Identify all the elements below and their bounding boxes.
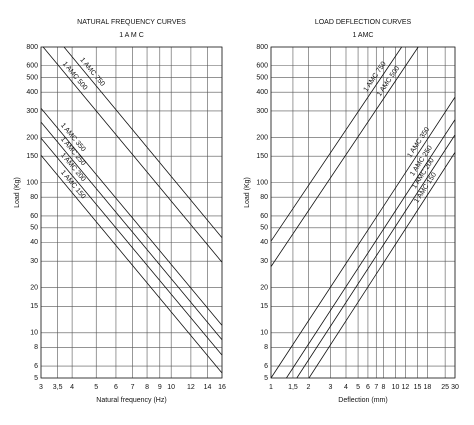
- x-tick-label: 3: [39, 384, 43, 391]
- x-tick-label: 15: [414, 384, 422, 391]
- x-tick-label: 30: [451, 384, 459, 391]
- y-tick-label: 500: [256, 74, 268, 81]
- y-tick-label: 200: [26, 134, 38, 141]
- y-tick-label: 20: [260, 284, 268, 291]
- curve: [40, 155, 223, 374]
- curve: [270, 46, 419, 267]
- y-tick-label: 300: [256, 108, 268, 115]
- y-tick-label: 60: [260, 213, 268, 220]
- y-tick-label: 10: [30, 330, 38, 337]
- chart-title: LOAD DEFLECTION CURVES: [315, 19, 412, 26]
- y-tick-label: 600: [256, 63, 268, 70]
- y-tick-label: 20: [30, 284, 38, 291]
- x-tick-label: 1: [269, 384, 273, 391]
- y-tick-label: 30: [30, 258, 38, 265]
- x-tick-label: 7: [374, 384, 378, 391]
- x-tick-label: 12: [187, 384, 195, 391]
- x-tick-label: 9: [158, 384, 162, 391]
- curve: [270, 96, 456, 379]
- y-tick-label: 80: [260, 194, 268, 201]
- y-tick-label: 5: [34, 375, 38, 382]
- x-tick-label: 3,5: [53, 384, 63, 391]
- x-tick-label: 10: [167, 384, 175, 391]
- curve: [63, 46, 223, 238]
- y-tick-label: 6: [34, 363, 38, 370]
- curve: [296, 134, 456, 379]
- plot-frame: [40, 46, 223, 379]
- y-tick-label: 60: [30, 213, 38, 220]
- chart-panel: NATURAL FREQUENCY CURVES 1 A M C 5 6 8 10 15 20…: [14, 19, 226, 404]
- y-tick-label: 40: [260, 239, 268, 246]
- x-tick-label: 8: [382, 384, 386, 391]
- x-tick-label: 4: [344, 384, 348, 391]
- x-tick-label: 3: [328, 384, 332, 391]
- chart-subtitle: 1 AMC: [352, 32, 373, 39]
- y-axis-title: Load (Kg): [14, 177, 21, 208]
- x-tick-label: 6: [366, 384, 370, 391]
- x-axis-title: Natural frequency (Hz): [96, 397, 166, 404]
- x-tick-label: 18: [423, 384, 431, 391]
- y-tick-label: 500: [26, 74, 38, 81]
- y-tick-label: 15: [260, 303, 268, 310]
- y-tick-label: 6: [264, 363, 268, 370]
- y-tick-label: 8: [34, 344, 38, 351]
- y-tick-label: 10: [260, 330, 268, 337]
- curve: [40, 107, 223, 326]
- curve: [286, 119, 456, 379]
- x-tick-label: 5: [94, 384, 98, 391]
- y-axis-title: Load (Kg): [244, 177, 251, 208]
- x-tick-label: 12: [402, 384, 410, 391]
- curve: [308, 152, 456, 379]
- y-tick-label: 800: [256, 44, 268, 51]
- y-tick-label: 100: [256, 179, 268, 186]
- y-tick-label: 150: [26, 153, 38, 160]
- x-tick-label: 7: [131, 384, 135, 391]
- y-tick-label: 80: [30, 194, 38, 201]
- x-tick-label: 5: [356, 384, 360, 391]
- y-tick-label: 8: [264, 344, 268, 351]
- curve: [42, 46, 223, 263]
- x-tick-label: 2: [307, 384, 311, 391]
- x-tick-label: 14: [204, 384, 212, 391]
- y-tick-label: 400: [256, 89, 268, 96]
- chart-title: NATURAL FREQUENCY CURVES: [77, 19, 186, 26]
- curve: [270, 46, 403, 242]
- x-tick-label: 25: [441, 384, 449, 391]
- y-tick-label: 50: [30, 225, 38, 232]
- x-tick-label: 1,5: [288, 384, 298, 391]
- chart-subtitle: 1 A M C: [119, 32, 144, 39]
- y-tick-label: 100: [26, 179, 38, 186]
- x-tick-label: 4: [70, 384, 74, 391]
- x-tick-label: 16: [218, 384, 226, 391]
- y-tick-label: 50: [260, 225, 268, 232]
- y-tick-label: 150: [256, 153, 268, 160]
- y-tick-label: 600: [26, 63, 38, 70]
- y-tick-label: 800: [26, 44, 38, 51]
- x-tick-label: 6: [114, 384, 118, 391]
- y-tick-label: 40: [30, 239, 38, 246]
- curve: [40, 137, 223, 356]
- y-tick-label: 200: [256, 134, 268, 141]
- x-axis-title: Deflection (mm): [338, 397, 387, 404]
- x-tick-label: 8: [145, 384, 149, 391]
- y-tick-label: 15: [30, 303, 38, 310]
- curve: [40, 121, 223, 340]
- x-tick-label: 10: [392, 384, 400, 391]
- y-tick-label: 400: [26, 89, 38, 96]
- y-tick-label: 300: [26, 108, 38, 115]
- y-tick-label: 30: [260, 258, 268, 265]
- y-tick-label: 5: [264, 375, 268, 382]
- plot-frame: [270, 46, 456, 379]
